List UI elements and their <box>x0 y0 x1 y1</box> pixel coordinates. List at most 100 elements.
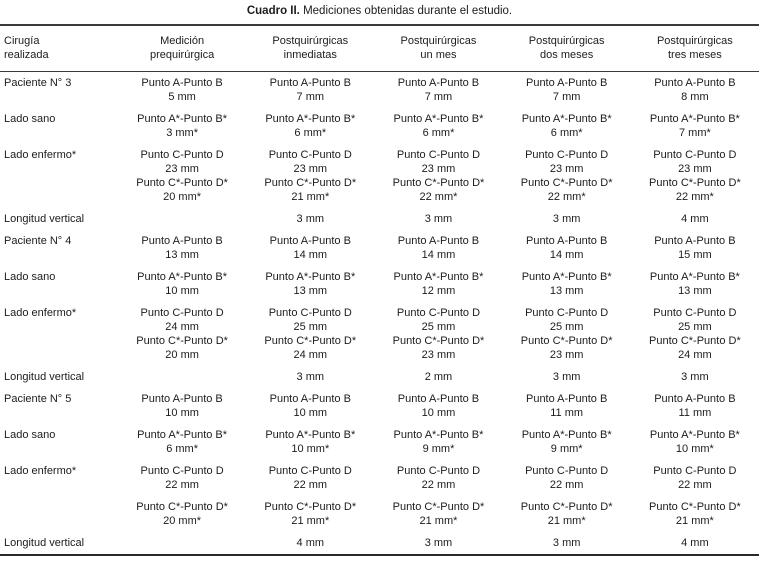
table-row: Longitud vertical 3 mm 3 mm 3 mm 4 mm <box>0 208 759 230</box>
cell-line: Punto A-Punto B <box>525 393 608 405</box>
row-label: Lado enfermo* <box>4 465 77 477</box>
cell-line: 13 mm <box>165 249 199 261</box>
cell-line: 22 mm* <box>547 191 586 203</box>
cell-line: Punto A*-Punto B* <box>393 271 484 283</box>
cell-line: 12 mm <box>421 285 456 297</box>
cell-line: Punto C*-Punto D* <box>264 177 357 189</box>
cell-line: 23 mm <box>165 163 199 175</box>
data-cell: Punto A-Punto B 15 mm <box>631 230 759 266</box>
cell-line: 22 mm <box>678 479 712 491</box>
cell-line: Punto C-Punto D <box>653 465 737 477</box>
table-row: Punto C*-Punto D* 20 mm* Punto C*-Punto D*… <box>0 496 759 532</box>
cell-line: Punto A*-Punto B* <box>521 113 612 125</box>
cell-line: 3 mm <box>296 371 325 383</box>
cell-line: 22 mm <box>293 479 328 491</box>
cell-line: Punto C*-Punto D* <box>649 501 741 513</box>
cell-line: 22 mm <box>421 479 456 491</box>
cell-line: Punto C-Punto D <box>525 149 609 161</box>
data-cell: Punto C-Punto D 24 mm Punto C*-Punto D* 20 … <box>118 302 246 366</box>
data-cell: Punto C-Punto D 25 mm Punto C*-Punto D* 23 … <box>503 302 631 366</box>
cell-line: Punto A-Punto B <box>654 235 736 247</box>
table-caption-number: Cuadro II. <box>246 5 300 17</box>
data-cell: Punto A-Punto B 7 mm <box>503 72 631 109</box>
row-label: Lado sano <box>4 271 56 283</box>
cell-line: 20 mm* <box>163 191 202 203</box>
cell-line: 23 mm <box>678 163 712 175</box>
cell-line: 11 mm <box>550 407 584 419</box>
cell-line: 23 mm <box>549 163 584 175</box>
cell-line: 6 mm* <box>550 127 583 139</box>
table-row: Paciente N° 5 Punto A-Punto B 10 mm Punto A… <box>0 388 759 424</box>
cell-line: Punto C*-Punto D* <box>264 335 357 347</box>
data-cell: Punto C-Punto D 22 mm <box>246 460 374 496</box>
cell-line: 24 mm <box>293 349 328 361</box>
cell-line: 10 mm <box>165 285 199 297</box>
header-line: inmediatas <box>283 49 337 61</box>
cell-line: Punto C*-Punto D* <box>136 501 228 513</box>
cell-line: 25 mm <box>293 321 328 333</box>
cell-line <box>118 536 246 550</box>
header-cell-surgery: Cirugía realizada <box>0 25 118 72</box>
cell-line: 13 mm <box>549 285 584 297</box>
cell-line: 20 mm* <box>163 515 202 527</box>
data-cell: Punto A-Punto B 14 mm <box>503 230 631 266</box>
cell-line: 4 mm <box>681 537 709 549</box>
cell-line <box>118 370 246 384</box>
cell-line: 4 mm <box>296 537 325 549</box>
header-line: Postquirúrgicas <box>656 35 733 47</box>
cell-line: 14 mm <box>549 249 584 261</box>
data-cell: 3 mm <box>631 366 759 388</box>
cell-line: Punto C-Punto D <box>140 465 224 477</box>
data-cell: Punto A*-Punto B* 7 mm* <box>631 108 759 144</box>
cell-line: 24 mm <box>678 349 712 361</box>
cell-line: 21 mm* <box>419 515 458 527</box>
header-line: Postquirúrgicas <box>400 35 477 47</box>
cell-line: 25 mm <box>421 321 456 333</box>
cell-line: Punto A-Punto B <box>397 77 480 89</box>
data-cell: Punto A*-Punto B* 13 mm <box>631 266 759 302</box>
data-cell: 4 mm <box>631 532 759 555</box>
cell-line: 21 mm* <box>675 515 714 527</box>
data-cell: Punto A-Punto B 5 mm <box>118 72 246 109</box>
data-cell: Punto A*-Punto B* 6 mm* <box>503 108 631 144</box>
data-cell: Punto A*-Punto B* 3 mm* <box>118 108 246 144</box>
cell-line: 23 mm <box>293 163 328 175</box>
cell-line: Punto C*-Punto D* <box>392 501 485 513</box>
cell-line: Punto A-Punto B <box>397 393 480 405</box>
cell-line: Punto C-Punto D <box>396 149 481 161</box>
cell-line: Punto C*-Punto D* <box>136 335 228 347</box>
cell-line: Punto A-Punto B <box>654 393 736 405</box>
data-cell: Punto C-Punto D 23 mm Punto C*-Punto D* 20 … <box>118 144 246 208</box>
data-cell: 3 mm <box>503 532 631 555</box>
cell-line: 3 mm <box>424 213 453 225</box>
header-cell: Postquirúrgicas tres meses <box>630 25 759 72</box>
cell-line: Punto A*-Punto B* <box>137 429 228 441</box>
data-cell: Punto C-Punto D 22 mm <box>374 460 502 496</box>
data-cell: Punto A*-Punto B* 6 mm* <box>118 424 246 460</box>
table-caption-text: Mediciones obtenidas durante el estudio. <box>299 5 513 17</box>
header-line: Postquirúrgicas <box>272 35 349 47</box>
data-cell: Punto A*-Punto B* 13 mm <box>246 266 374 302</box>
cell-line: 14 mm <box>293 249 328 261</box>
row-label <box>0 496 118 532</box>
cell-line: Punto C-Punto D <box>268 465 352 477</box>
data-cell: Punto A-Punto B 7 mm <box>374 72 502 109</box>
cell-line: 7 mm* <box>678 127 711 139</box>
data-cell: Punto A*-Punto B* 12 mm <box>374 266 502 302</box>
header-cell: Postquirúrgicas dos meses <box>502 25 631 72</box>
cell-line: 9 mm* <box>550 443 583 455</box>
cell-line: Punto A*-Punto B* <box>137 113 228 125</box>
cell-line: Punto C-Punto D <box>653 149 737 161</box>
cell-line: 10 mm <box>165 407 199 419</box>
header-line: dos meses <box>540 49 594 61</box>
cell-line: 7 mm <box>424 91 453 103</box>
cell-line: Punto C*-Punto D* <box>520 177 613 189</box>
cell-line: Punto A*-Punto B* <box>649 271 740 283</box>
cell-line: 5 mm <box>168 91 196 103</box>
data-cell: Punto A-Punto B 10 mm <box>118 388 246 424</box>
cell-line: Punto A-Punto B <box>269 77 351 89</box>
cell-line: Punto C-Punto D <box>396 307 481 319</box>
